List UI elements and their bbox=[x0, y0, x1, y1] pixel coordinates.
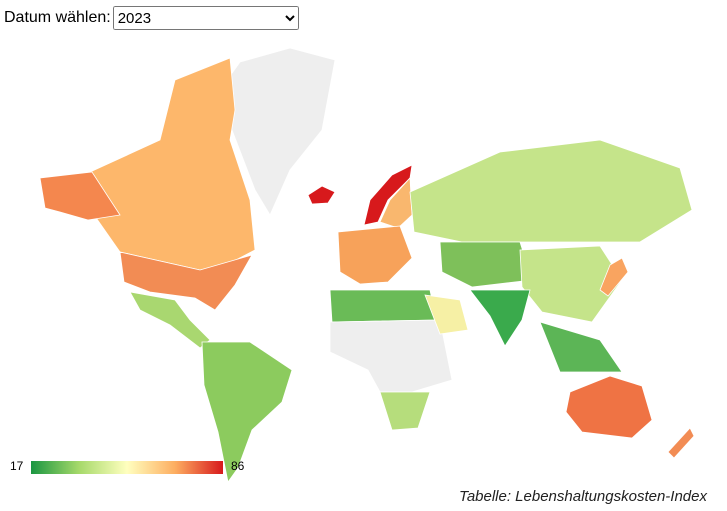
legend-scale bbox=[31, 461, 223, 474]
new-zealand bbox=[667, 427, 695, 459]
legend-max: 86 bbox=[231, 459, 245, 473]
legend-min: 17 bbox=[10, 459, 24, 473]
date-label: Datum wählen: bbox=[4, 9, 111, 26]
date-select[interactable]: 2023 bbox=[112, 6, 299, 30]
iceland bbox=[307, 185, 336, 205]
central-america bbox=[129, 291, 211, 349]
arabia bbox=[424, 294, 469, 335]
australia bbox=[565, 375, 653, 439]
norway bbox=[363, 164, 413, 226]
north-africa bbox=[329, 289, 437, 323]
alaska bbox=[39, 171, 121, 221]
usa bbox=[119, 251, 253, 311]
countries bbox=[39, 47, 695, 483]
russia bbox=[409, 139, 693, 243]
legend: 17 86 bbox=[10, 459, 245, 474]
date-control: Datum wählen: 2023 bbox=[4, 6, 299, 30]
southeast-asia bbox=[539, 321, 623, 373]
central-africa bbox=[329, 319, 453, 393]
central-asia bbox=[439, 241, 533, 288]
south-america bbox=[201, 341, 293, 483]
europe bbox=[337, 225, 413, 285]
japan bbox=[599, 257, 629, 297]
caption: Tabelle: Lebenshaltungskosten-Index bbox=[459, 488, 707, 505]
india bbox=[469, 289, 531, 347]
canada bbox=[89, 57, 256, 271]
southern-africa bbox=[379, 391, 431, 431]
china bbox=[519, 245, 623, 323]
